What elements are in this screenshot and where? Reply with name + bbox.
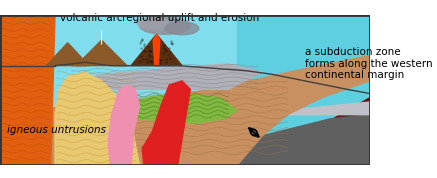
Polygon shape [237, 102, 370, 115]
Polygon shape [108, 85, 139, 166]
Polygon shape [142, 81, 191, 166]
Polygon shape [169, 98, 370, 166]
Text: regional uplift and erosion: regional uplift and erosion [122, 13, 259, 23]
Polygon shape [76, 40, 127, 66]
Polygon shape [68, 64, 262, 89]
Ellipse shape [139, 17, 191, 34]
Polygon shape [0, 56, 370, 166]
Ellipse shape [165, 22, 199, 35]
Ellipse shape [138, 17, 167, 29]
Polygon shape [55, 72, 139, 166]
Polygon shape [153, 34, 160, 66]
Text: volcanic arc: volcanic arc [60, 13, 123, 23]
Polygon shape [46, 43, 89, 66]
Polygon shape [203, 115, 370, 166]
Polygon shape [237, 15, 370, 166]
Polygon shape [127, 93, 237, 123]
Text: a subduction zone
forms along the western
continental margin: a subduction zone forms along the wester… [305, 47, 432, 80]
Text: igneous untrusions: igneous untrusions [7, 125, 106, 135]
Polygon shape [0, 15, 55, 166]
Polygon shape [131, 34, 182, 66]
